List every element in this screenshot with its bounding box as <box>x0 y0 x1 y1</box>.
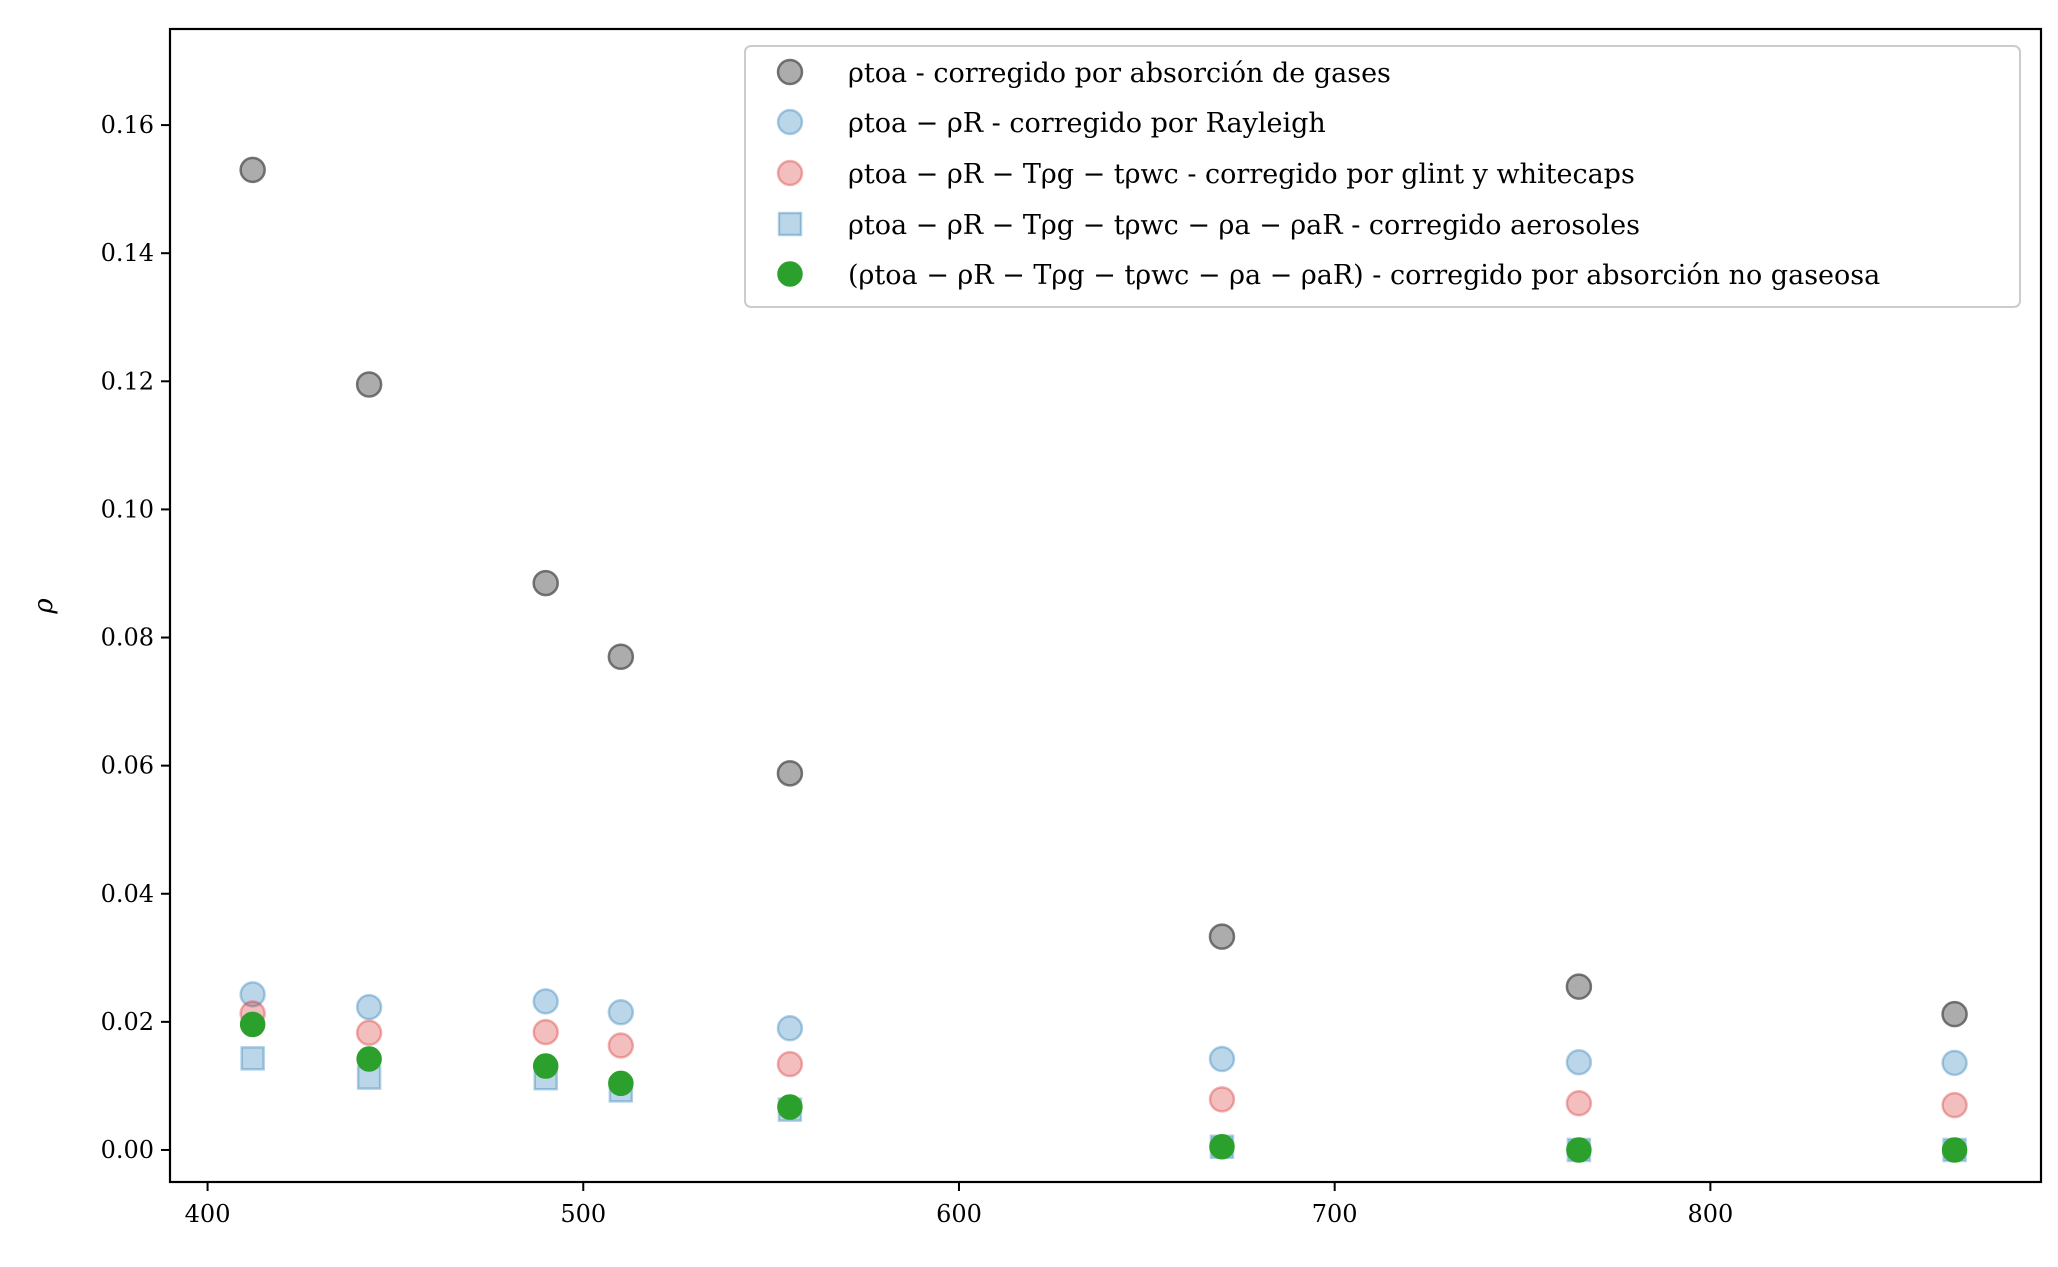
legend-label: ρtoa - corregido por absorción de gases <box>848 58 1391 89</box>
data-point <box>1209 1134 1235 1160</box>
legend-label: (ρtoa − ρR − Tρg − tρwc − ρa − ρaR) - co… <box>848 260 1880 291</box>
y-tick-label: 0.08 <box>101 624 154 652</box>
x-axis: 400 500 600 700 800 <box>185 1182 1733 1228</box>
data-point <box>1208 1045 1236 1073</box>
y-tick-label: 0.06 <box>101 752 154 780</box>
data-point <box>607 643 635 670</box>
data-markers <box>239 156 1968 1163</box>
legend-marker <box>776 58 804 86</box>
data-point <box>355 371 383 398</box>
data-point <box>239 1011 266 1038</box>
data-point <box>356 1046 382 1072</box>
x-tick-label: 600 <box>936 1200 982 1228</box>
data-point <box>777 1094 803 1120</box>
data-point <box>1565 1048 1593 1076</box>
data-point <box>1941 1091 1968 1119</box>
y-tick-label: 0.10 <box>101 495 154 523</box>
y-axis: 0.00 0.02 0.04 0.06 0.08 0.10 0.12 0.14 0.16 <box>101 111 170 1164</box>
data-point <box>607 999 635 1026</box>
data-point <box>776 1050 804 1078</box>
data-point <box>240 1046 265 1071</box>
legend-label: ρtoa − ρR − Tρg − tρwc - corregido por g… <box>848 159 1635 190</box>
legend-label: ρtoa − ρR - corregido por Rayleigh <box>848 108 1326 139</box>
data-point <box>355 993 383 1021</box>
legend-box <box>744 45 2021 308</box>
data-point <box>239 156 266 184</box>
data-point <box>1941 1137 1968 1163</box>
data-point <box>239 981 266 1008</box>
data-point <box>532 1018 559 1046</box>
y-tick-label: 0.12 <box>101 367 154 395</box>
data-point <box>355 1019 383 1047</box>
legend-label: ρtoa − ρR − Tρg − tρwc − ρa − ρaR - corr… <box>848 210 1640 241</box>
data-point <box>532 1053 559 1079</box>
data-point <box>1208 923 1236 950</box>
x-tick-label: 800 <box>1687 1200 1733 1228</box>
plot-area-frame <box>168 27 2043 1184</box>
data-point <box>1941 1000 1968 1028</box>
legend: ρtoa - corregido por absorción de gases ρ… <box>744 45 2021 308</box>
data-point <box>607 1032 635 1059</box>
x-tick-label: 700 <box>1312 1200 1358 1228</box>
legend-marker <box>776 159 804 187</box>
legend-marker <box>776 108 804 136</box>
data-point <box>1565 973 1593 1000</box>
x-tick-label: 400 <box>185 1200 231 1228</box>
data-point <box>776 1015 804 1042</box>
data-point <box>532 988 559 1015</box>
y-tick-label: 0.02 <box>101 1008 154 1036</box>
y-tick-label: 0.04 <box>101 880 154 908</box>
data-point <box>1565 1089 1593 1117</box>
y-tick-label: 0.14 <box>101 239 154 267</box>
x-tick-label: 500 <box>560 1200 606 1228</box>
data-point <box>1208 1086 1236 1113</box>
data-point <box>608 1070 634 1097</box>
data-point <box>776 760 804 787</box>
y-tick-label: 0.16 <box>101 111 154 139</box>
y-axis-label: ρ <box>29 598 59 615</box>
data-point <box>532 569 559 597</box>
data-point <box>1566 1137 1592 1163</box>
legend-marker <box>777 261 803 287</box>
legend-marker <box>777 211 803 237</box>
data-point <box>1941 1049 1968 1077</box>
y-tick-label: 0.00 <box>101 1136 154 1164</box>
legend-items: ρtoa - corregido por absorción de gases ρ… <box>776 58 1880 291</box>
